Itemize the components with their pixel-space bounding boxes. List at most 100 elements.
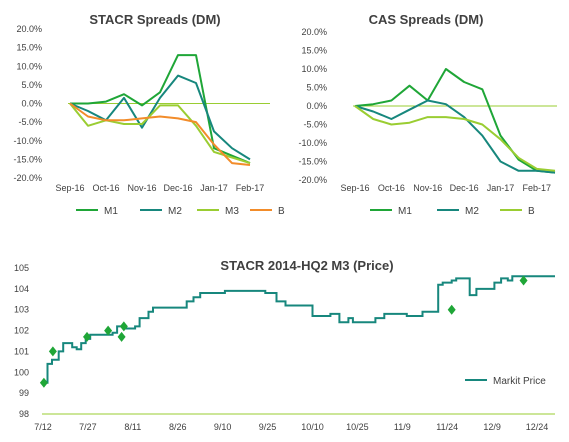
y-tick-label: 0.0%	[21, 99, 42, 109]
price-y-axis: 105 104 103 102 101 100 99 98	[14, 263, 29, 419]
legend-item-m2: M2	[437, 206, 479, 217]
series-line-m2	[69, 74, 251, 161]
legend-item-b: B	[250, 206, 285, 217]
legend-label: M3	[225, 206, 239, 217]
y-tick-label: 15.0%	[16, 43, 42, 53]
x-tick-label: 11/9	[394, 422, 411, 432]
x-tick-label: Feb-17	[236, 183, 265, 193]
price-chart: STACR 2014-HQ2 M3 (Price) 10510410310210…	[14, 258, 555, 432]
cas-y-axis: 20.0% 15.0% 10.0% 5.0% 0.0% -5.0% -10.0% -15.0%…	[298, 27, 327, 185]
y-tick-label: 99	[19, 388, 29, 398]
series-line-m3	[69, 102, 251, 165]
stacr-y-axis: 20.0% 15.0% 10.0% 5.0% 0.0% -5.0% -10.0% -15.0%…	[13, 24, 42, 183]
stacr-legend: M1 M2 M3 B	[76, 206, 285, 217]
y-tick-label: -5.0%	[303, 120, 327, 130]
y-tick-label: 102	[14, 326, 29, 336]
x-tick-label: Oct-16	[92, 183, 119, 193]
y-tick-label: 5.0%	[21, 80, 42, 90]
legend-label: B	[278, 206, 285, 217]
legend-label: M1	[104, 206, 118, 217]
x-tick-label: 7/27	[79, 422, 97, 432]
diamond-marker	[519, 275, 528, 286]
diamond-marker	[83, 331, 92, 342]
cas-chart-title: CAS Spreads (DM)	[369, 12, 484, 27]
stacr-x-axis: Sep-16 Oct-16 Nov-16 Dec-16 Jan-17 Feb-17	[55, 183, 264, 193]
y-tick-label: 5.0%	[306, 83, 327, 93]
price-x-axis: 7/12 7/27 8/11 8/26 9/10 9/25 10/10 10/25 11/9 11…	[34, 422, 548, 432]
x-tick-label: 8/11	[124, 422, 141, 432]
x-tick-label: 10/25	[346, 422, 369, 432]
y-tick-label: 15.0%	[301, 46, 327, 56]
legend-label: M2	[465, 206, 479, 217]
x-tick-label: Feb-17	[523, 183, 552, 193]
x-tick-label: Nov-16	[127, 183, 156, 193]
diamond-marker	[447, 304, 456, 315]
legend-label: B	[528, 206, 535, 217]
stacr-chart-title: STACR Spreads (DM)	[89, 12, 220, 27]
y-tick-label: 0.0%	[306, 101, 327, 111]
y-tick-label: 100	[14, 367, 29, 377]
cas-plot-area	[353, 68, 557, 174]
y-tick-label: 103	[14, 305, 29, 315]
series-line-m1	[70, 54, 251, 165]
legend-item-b: B	[500, 206, 535, 217]
series-line-b	[354, 105, 556, 172]
y-tick-label: -15.0%	[13, 154, 42, 164]
y-tick-label: -5.0%	[18, 117, 42, 127]
x-tick-label: 10/10	[301, 422, 324, 432]
y-tick-label: 104	[14, 284, 29, 294]
x-tick-label: Dec-16	[450, 183, 479, 193]
x-tick-label: 8/26	[169, 422, 187, 432]
y-tick-label: 101	[14, 346, 29, 356]
series-line-markit-price	[43, 275, 555, 384]
y-tick-label: -10.0%	[13, 136, 42, 146]
x-tick-label: 12/9	[483, 422, 501, 432]
x-tick-label: Jan-17	[487, 183, 515, 193]
legend-item-m1: M1	[370, 206, 412, 217]
y-tick-label: -20.0%	[298, 175, 327, 185]
y-tick-label: -20.0%	[13, 173, 42, 183]
stacr-spreads-chart: STACR Spreads (DM) 20.0% 15.0% 10.0% 5.0% 0.…	[13, 12, 285, 217]
price-plot-area	[39, 275, 555, 415]
diamond-marker	[117, 331, 126, 342]
diamond-marker	[39, 377, 48, 388]
cas-x-axis: Sep-16 Oct-16 Nov-16 Dec-16 Jan-17 Feb-17	[340, 183, 551, 193]
x-tick-label: 11/24	[436, 422, 458, 432]
x-tick-label: 7/12	[34, 422, 52, 432]
x-tick-label: Oct-16	[378, 183, 405, 193]
price-chart-title: STACR 2014-HQ2 M3 (Price)	[220, 258, 393, 273]
legend-label: Markit Price	[493, 376, 546, 387]
x-tick-label: 9/25	[259, 422, 277, 432]
series-line-b	[69, 102, 251, 166]
y-tick-label: -10.0%	[298, 138, 327, 148]
diamond-marker	[48, 346, 57, 357]
series-line-m2	[354, 99, 556, 174]
y-tick-label: 105	[14, 263, 29, 273]
series-line-m1	[354, 68, 556, 174]
stacr-plot-area	[68, 54, 270, 166]
x-tick-label: 12/24	[526, 422, 549, 432]
x-tick-label: 9/10	[214, 422, 232, 432]
legend-item-m1: M1	[76, 206, 118, 217]
y-tick-label: 20.0%	[16, 24, 42, 34]
y-tick-label: -15.0%	[298, 157, 327, 167]
y-tick-label: 10.0%	[301, 64, 327, 74]
legend-item-markit-price: Markit Price	[465, 376, 546, 387]
diamond-marker	[119, 321, 128, 332]
price-legend: Markit Price	[465, 376, 546, 387]
diamond-marker	[104, 325, 113, 336]
cas-spreads-chart: CAS Spreads (DM) 20.0% 15.0% 10.0% 5.0% 0.0%…	[298, 12, 557, 217]
x-tick-label: Jan-17	[200, 183, 228, 193]
legend-label: M2	[168, 206, 182, 217]
y-tick-label: 10.0%	[16, 61, 42, 71]
y-tick-label: 98	[19, 409, 29, 419]
legend-item-m3: M3	[197, 206, 239, 217]
x-tick-label: Sep-16	[340, 183, 369, 193]
x-tick-label: Dec-16	[163, 183, 192, 193]
cas-legend: M1 M2 B	[370, 206, 535, 217]
legend-label: M1	[398, 206, 412, 217]
x-tick-label: Sep-16	[55, 183, 84, 193]
legend-item-m2: M2	[140, 206, 182, 217]
x-tick-label: Nov-16	[413, 183, 442, 193]
